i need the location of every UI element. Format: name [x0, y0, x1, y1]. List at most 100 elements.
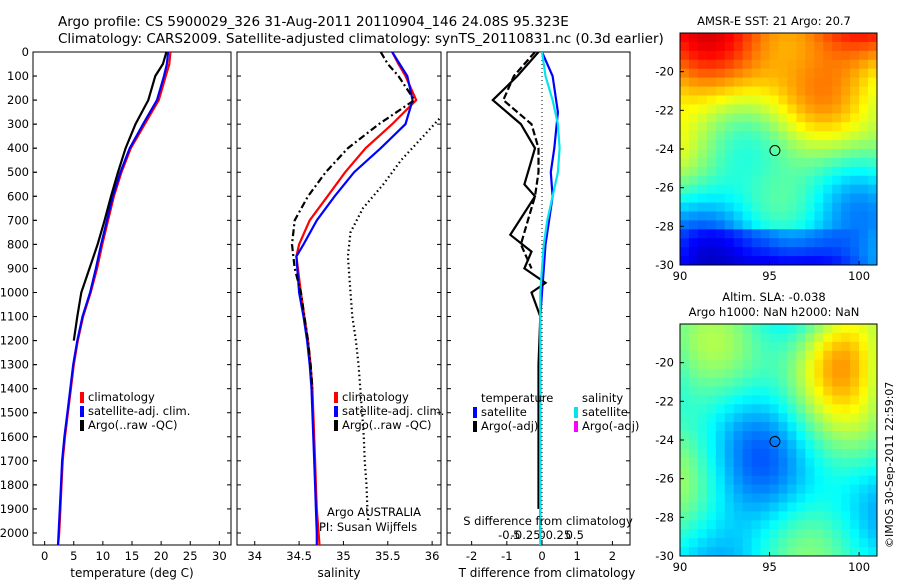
- map-cell: [868, 547, 878, 557]
- map-cell: [680, 131, 690, 141]
- map-cell: [823, 175, 833, 186]
- map-cell: [724, 368, 735, 379]
- map-cell: [733, 511, 744, 521]
- legend-heading: temperature: [481, 391, 553, 405]
- map-cell: [680, 50, 690, 61]
- map-cell: [715, 511, 726, 521]
- map-cell: [742, 95, 753, 105]
- map-cell: [787, 131, 797, 141]
- map-cell: [742, 50, 753, 61]
- map-cell: [769, 440, 779, 450]
- map-cell: [697, 50, 708, 61]
- map-cell: [796, 140, 806, 150]
- map-cell: [769, 140, 779, 150]
- x-tick-label: -1: [501, 549, 512, 563]
- x-tick-label: 15: [125, 549, 140, 563]
- series-line: [290, 52, 416, 389]
- map-cell: [680, 386, 690, 396]
- map-cell: [787, 466, 797, 477]
- map-cell: [823, 395, 833, 405]
- sla-map-title-line-1: Altim. SLA: -0.038: [722, 290, 826, 304]
- map-cell: [778, 220, 788, 230]
- map-cell: [787, 448, 797, 459]
- map-cell: [841, 113, 851, 123]
- map-cell: [715, 247, 726, 257]
- map-cell: [778, 256, 788, 266]
- map-cell: [697, 229, 708, 239]
- map-cell: [733, 502, 744, 512]
- map-cell: [742, 229, 753, 239]
- map-cell: [697, 484, 708, 495]
- depth-tick-label: 1800: [0, 478, 29, 492]
- map-cell: [688, 547, 699, 557]
- map-cell: [688, 377, 699, 387]
- map-cell: [805, 529, 815, 539]
- map-cell: [850, 547, 860, 557]
- map-cell: [787, 33, 797, 43]
- top-tick-label: 0.5: [566, 528, 584, 542]
- map-cell: [778, 33, 788, 43]
- map-cell: [796, 520, 806, 530]
- depth-tick-label: 900: [7, 261, 29, 275]
- map-cell: [859, 324, 869, 334]
- map-cell: [760, 448, 771, 459]
- map-cell: [814, 324, 824, 334]
- map-cell: [832, 193, 842, 204]
- map-cell: [805, 448, 815, 459]
- map-cell: [724, 422, 735, 432]
- map-cell: [742, 332, 753, 343]
- map-cell: [769, 457, 779, 468]
- map-cell: [751, 122, 762, 132]
- map-cell: [814, 68, 824, 79]
- map-cell: [832, 341, 842, 352]
- map-cell: [706, 377, 717, 387]
- map-cell: [706, 457, 717, 468]
- map-cell: [814, 33, 824, 43]
- map-cell: [850, 493, 860, 503]
- map-cell: [769, 68, 779, 79]
- map-cell: [760, 359, 771, 370]
- map-cell: [823, 59, 833, 70]
- map-cell: [733, 59, 744, 70]
- map-cell: [841, 368, 851, 379]
- map-y-tick-label: -22: [655, 394, 674, 408]
- map-cell: [706, 538, 717, 548]
- map-cell: [724, 33, 735, 43]
- map-cell: [760, 529, 771, 539]
- map-cell: [751, 175, 762, 186]
- map-cell: [868, 113, 878, 123]
- map-cell: [751, 448, 762, 459]
- map-cell: [814, 538, 824, 548]
- map-cell: [787, 166, 797, 177]
- map-cell: [751, 50, 762, 61]
- map-cell: [823, 238, 833, 248]
- x-tick-label: 1: [574, 549, 581, 563]
- map-cell: [760, 77, 771, 88]
- map-cell: [814, 166, 824, 177]
- map-cell: [769, 220, 779, 230]
- map-cell: [796, 77, 806, 88]
- salinity-xlabel: salinity: [317, 566, 360, 580]
- map-cell: [706, 77, 717, 88]
- map-cell: [688, 466, 699, 477]
- map-cell: [724, 395, 735, 405]
- map-cell: [868, 466, 878, 477]
- depth-tick-label: 1200: [0, 334, 29, 348]
- map-cell: [751, 256, 762, 266]
- map-cell: [724, 229, 735, 239]
- map-cell: [823, 86, 833, 96]
- map-cell: [697, 149, 708, 159]
- legend-label: satellite: [582, 405, 628, 419]
- map-cell: [805, 184, 815, 195]
- map-cell: [796, 431, 806, 441]
- map-cell: [850, 41, 860, 52]
- map-cell: [832, 475, 842, 486]
- map-cell: [841, 341, 851, 352]
- map-y-tick-label: -30: [655, 549, 674, 563]
- map-cell: [697, 193, 708, 204]
- map-cell: [742, 368, 753, 379]
- x-tick-label: 2: [609, 549, 616, 563]
- map-cell: [742, 220, 753, 230]
- map-cell: [715, 395, 726, 405]
- map-cell: [688, 238, 699, 248]
